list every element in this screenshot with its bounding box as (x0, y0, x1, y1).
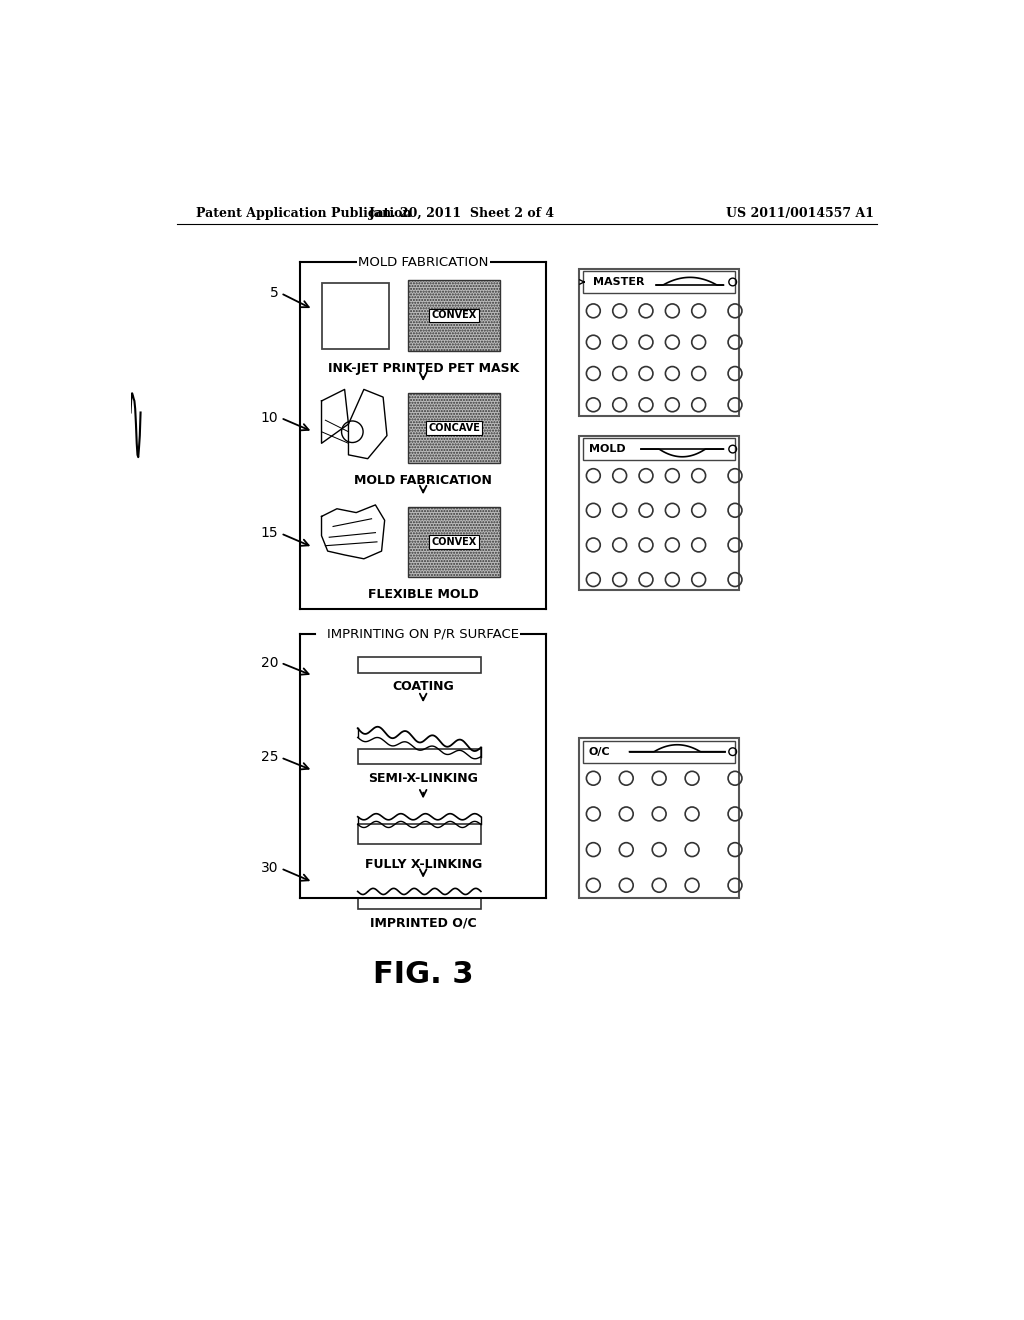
Bar (580, 268, 739, 416)
Text: FLEXIBLE MOLD: FLEXIBLE MOLD (368, 589, 478, 601)
Text: O/C: O/C (589, 747, 610, 756)
Text: INK-JET PRINTED PET MASK: INK-JET PRINTED PET MASK (328, 363, 519, 375)
Bar (580, 436, 739, 590)
Bar (584, 741, 735, 763)
Text: 10: 10 (261, 411, 279, 425)
Text: CONCAVE: CONCAVE (428, 422, 480, 433)
Text: MOLD FABRICATION: MOLD FABRICATION (354, 474, 493, 487)
Bar (584, 438, 735, 461)
Text: SEMI-X-LINKING: SEMI-X-LINKING (369, 772, 478, 785)
Bar (408, 393, 500, 462)
Bar (357, 898, 481, 909)
Bar (584, 271, 735, 293)
Text: CONVEX: CONVEX (431, 310, 476, 321)
Text: 25: 25 (261, 751, 279, 764)
Text: 5: 5 (269, 286, 279, 300)
Text: US 2011/0014557 A1: US 2011/0014557 A1 (726, 207, 874, 220)
Text: 15: 15 (261, 527, 279, 540)
Bar (580, 738, 739, 898)
Bar (408, 507, 500, 577)
Text: 20: 20 (261, 656, 279, 669)
Bar (357, 657, 481, 673)
Bar (357, 748, 481, 764)
Bar (322, 284, 388, 350)
Text: MOLD FABRICATION: MOLD FABRICATION (358, 256, 488, 269)
Text: FULLY X-LINKING: FULLY X-LINKING (365, 858, 481, 871)
Text: COATING: COATING (392, 681, 454, 693)
Text: FIG. 3: FIG. 3 (373, 960, 473, 989)
Text: IMPRINTED O/C: IMPRINTED O/C (370, 917, 476, 929)
Text: 30: 30 (261, 862, 279, 875)
Circle shape (342, 421, 364, 442)
Bar (357, 825, 481, 843)
Text: Patent Application Publication: Patent Application Publication (196, 207, 412, 220)
Text: MOLD: MOLD (589, 444, 626, 454)
Text: IMPRINTING ON P/R SURFACE: IMPRINTING ON P/R SURFACE (327, 628, 519, 640)
Bar (408, 280, 500, 351)
Text: Jan. 20, 2011  Sheet 2 of 4: Jan. 20, 2011 Sheet 2 of 4 (369, 207, 555, 220)
Text: MASTER: MASTER (593, 277, 645, 286)
Text: CONVEX: CONVEX (431, 537, 476, 546)
